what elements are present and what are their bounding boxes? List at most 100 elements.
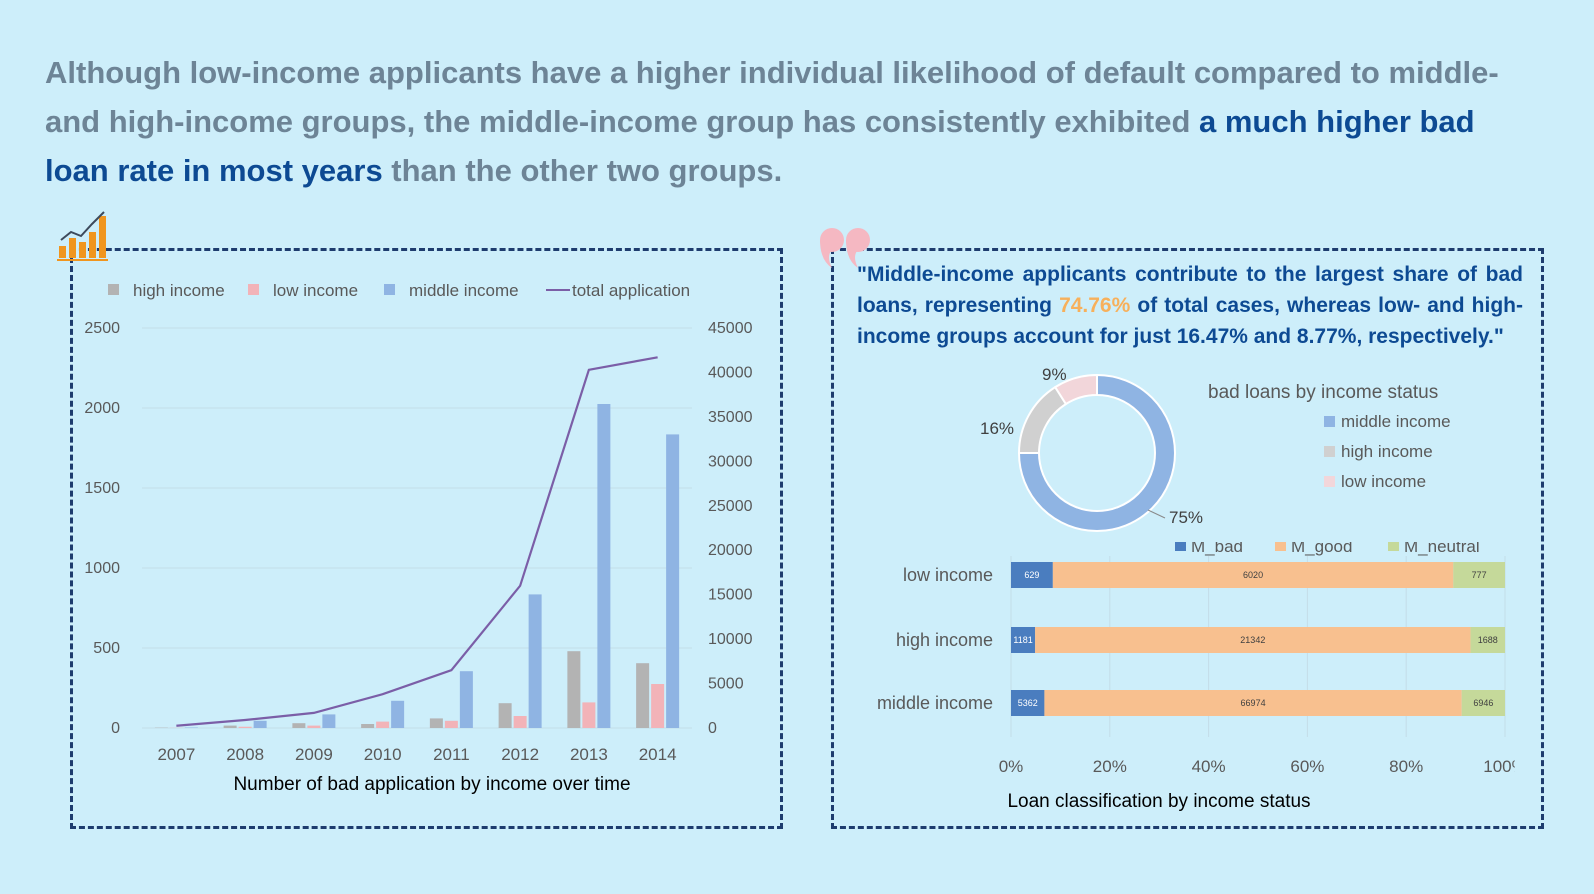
x-axis-tick-label: 2009: [295, 745, 333, 764]
right-axis-tick-label: 35000: [708, 409, 753, 426]
bar-middle-income: [253, 720, 267, 728]
stacked-bar-M_neutral: [1461, 690, 1505, 716]
x-axis-tick-label: 2010: [364, 745, 402, 764]
data-label: 1181: [1013, 635, 1032, 645]
data-label: 777: [1472, 570, 1487, 580]
donut-value-label: 75%: [1169, 508, 1203, 527]
stacked-bar-M_neutral: [1453, 562, 1505, 588]
right-axis-tick-label: 15000: [708, 587, 753, 604]
legend-label: M_bad: [1191, 542, 1243, 556]
stacked-bar-M_good: [1044, 690, 1462, 716]
donut-value-label: 16%: [980, 419, 1014, 438]
left-axis-tick-label: 2500: [84, 320, 120, 337]
bar-chart-growth-icon: [57, 211, 108, 261]
x-axis-tick-label: 80%: [1389, 757, 1423, 776]
donut-value-label: 9%: [1042, 368, 1067, 384]
right-axis-tick-label: 5000: [708, 676, 744, 693]
right-axis-tick-label: 0: [708, 720, 717, 737]
y-axis-tick-label: middle income: [877, 693, 993, 713]
right-chart-panel: [831, 248, 1544, 829]
loan-classification-stacked-chart: 0% 20% 40% 60% 80% 100% M_bad M_good M_neutral 62…: [877, 542, 1515, 812]
legend-swatch: [1275, 542, 1286, 551]
x-axis-tick-label: 100%: [1483, 757, 1515, 776]
bar-middle-income: [597, 404, 611, 728]
quote-part1: "Middle-income applicants contribute to …: [857, 263, 1523, 317]
x-axis-tick-label: 2014: [639, 745, 677, 764]
x-axis-tick-label: 60%: [1290, 757, 1324, 776]
bad-application-combo-chart: 0 500 1000 1500 2000 2500 0 5000 10000 15000 20000…: [84, 281, 753, 795]
data-label: 629: [1024, 570, 1039, 580]
legend-label: low income: [1341, 472, 1426, 491]
leader-line: [1147, 509, 1166, 519]
bar-low-income: [582, 702, 596, 728]
donut-slice-high-income: [1017, 385, 1068, 454]
headline-highlight: a much higher bad loan rate in most year…: [45, 104, 1475, 188]
right-axis-tick-label: 45000: [708, 320, 753, 337]
data-label: 5362: [1018, 698, 1038, 708]
legend-label: high income: [1341, 442, 1433, 461]
legend-label: M_neutral: [1404, 542, 1480, 556]
left-axis-tick-label: 1000: [84, 560, 120, 577]
data-label: 1688: [1478, 635, 1498, 645]
left-axis-tick-label: 0: [111, 720, 120, 737]
legend-swatch: [1324, 446, 1335, 457]
bar-high-income: [567, 651, 581, 728]
bar-low-income: [307, 725, 321, 728]
bar-high-income: [498, 703, 512, 728]
y-axis-tick-label: low income: [903, 565, 993, 585]
left-axis-tick-label: 2000: [84, 400, 120, 417]
data-label: 66974: [1241, 698, 1266, 708]
bar-high-income: [361, 724, 375, 728]
donut-title: bad loans by income status: [1208, 382, 1438, 403]
data-label: 6946: [1473, 698, 1493, 708]
x-axis-tick-label: 2011: [433, 745, 470, 764]
bad-loans-donut-chart: 75% 16% 9% bad loans by income status middle…: [980, 368, 1451, 532]
total-application-line: [176, 356, 658, 727]
x-axis-tick-label: 40%: [1192, 757, 1226, 776]
quote-highlight: 74.76%: [1059, 294, 1131, 317]
bar-low-income: [238, 726, 252, 728]
quote-part2: of total cases, whereas low- and high-in…: [857, 294, 1523, 348]
bar-middle-income: [666, 434, 680, 728]
right-axis-tick-label: 20000: [708, 542, 753, 559]
bar-low-income: [513, 716, 527, 728]
legend-label: low income: [273, 281, 358, 300]
legend-swatch: [1324, 416, 1335, 427]
stacked-bar-M_neutral: [1470, 627, 1505, 653]
legend-label: high income: [133, 281, 225, 300]
x-axis-tick-label: 0%: [999, 757, 1024, 776]
legend-swatch: [384, 284, 395, 295]
bar-middle-income: [528, 594, 542, 728]
stacked-bar-M_bad: [1011, 627, 1036, 653]
right-axis-tick-label: 40000: [708, 364, 753, 381]
bar-low-income: [376, 721, 390, 728]
right-axis-tick-label: 10000: [708, 631, 753, 648]
headline: Although low-income applicants have a hi…: [45, 48, 1545, 195]
left-axis-tick-label: 1500: [84, 480, 120, 497]
x-axis-tick-label: 2013: [570, 745, 608, 764]
legend-swatch: [1388, 542, 1399, 551]
legend-swatch: [108, 284, 119, 295]
y-axis-tick-label: high income: [896, 630, 993, 650]
stacked-bar-M_bad: [1011, 562, 1053, 588]
left-chart-panel: [70, 248, 783, 829]
bar-high-income: [292, 723, 306, 728]
legend-swatch: [248, 284, 259, 295]
right-axis-tick-label: 30000: [708, 453, 753, 470]
headline-part2: than the other two groups.: [382, 153, 783, 188]
legend-swatch: [1175, 542, 1186, 551]
bar-low-income: [651, 684, 665, 728]
bar-high-income: [429, 718, 443, 728]
quote-text: "Middle-income applicants contribute to …: [857, 259, 1523, 352]
legend-label: middle income: [409, 281, 519, 300]
left-axis-tick-label: 500: [93, 640, 120, 657]
data-label: 21342: [1240, 635, 1265, 645]
bar-high-income: [223, 725, 237, 728]
donut-slice-low-income: [1053, 373, 1098, 406]
legend-label: total application: [572, 281, 690, 300]
bar-middle-income: [391, 700, 405, 728]
legend-label: middle income: [1341, 412, 1451, 431]
x-axis-tick-label: 2012: [501, 745, 539, 764]
headline-part1: Although low-income applicants have a hi…: [45, 55, 1499, 139]
stacked-bar-M_good: [1052, 562, 1454, 588]
